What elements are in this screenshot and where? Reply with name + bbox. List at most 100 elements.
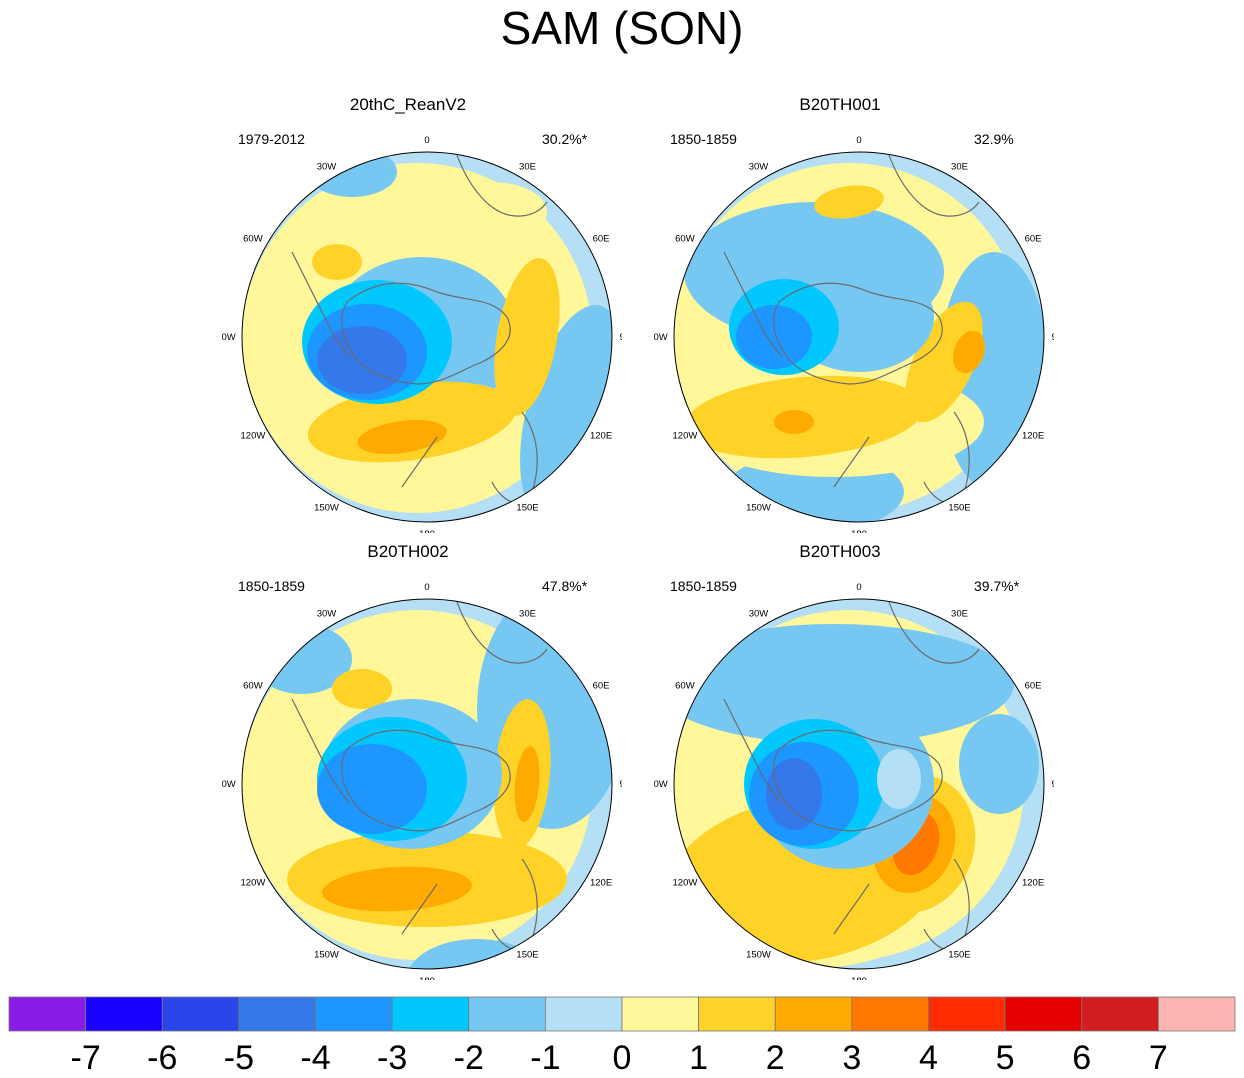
longitude-label: 90W [654,779,668,790]
colorbar-swatch [391,996,470,1032]
longitude-label: 60W [243,234,263,245]
longitude-label: 120W [241,431,266,442]
colorbar: -7 -6 -5 -4 -3 -2 -1 0 1 2 3 4 5 6 7 [8,996,1236,1077]
coastline [401,436,438,488]
polar-map: 0 30E 60E 90E 120E 150E 180 150W 120W 90W 60W 30W [654,135,1054,533]
contour-m4 [766,758,822,830]
contour-p2 [494,258,560,416]
panel-title: 20thC_ReanV2 [349,95,467,114]
longitude-label: 90W [654,332,668,343]
colorbar-swatch [774,996,853,1032]
coastline [401,883,438,935]
colorbar-swatch [8,996,87,1032]
coastline [451,152,548,217]
longitude-label: 150E [948,503,970,514]
longitude-label: 150W [314,950,339,961]
colorbar-swatch [698,996,776,1032]
longitude-label: 120E [1022,878,1044,889]
contour-m1 [964,934,1024,969]
longitude-label: 180 [851,976,867,980]
longitude-label: 150W [746,950,771,961]
coastlines [291,599,548,951]
figure-title: SAM (SON) [500,2,744,54]
coastline [883,152,980,217]
longitude-label: 60E [1025,681,1042,692]
polar-map: 0 30E 60E 90E 120E 150E 180 150W 120W 90W 60W 30W [654,582,1054,980]
contour-field [242,599,612,969]
map-boundary [241,598,613,970]
panel-b20th003: B20TH003 1850-1859 39.7%* 0 30E 60E 90E 120E… [654,542,1074,982]
colorbar-label: 2 [766,1039,785,1077]
colorbar-swatch [468,996,546,1032]
coastline [723,251,783,358]
contour-m4 [317,326,407,394]
colorbar-swatch [928,996,1006,1032]
longitude-label: 60W [675,681,695,692]
contour-p2 [905,301,983,423]
colorbar-label: 6 [1072,1039,1091,1077]
coastline [772,282,943,385]
panel-years: 1850-1859 [238,578,305,594]
panel-title: B20TH001 [799,95,881,114]
longitude-label: 0 [424,582,429,593]
panel-variance: 32.9% [974,131,1014,147]
longitude-label: 60E [1025,234,1042,245]
panel-years: 1979-2012 [238,131,305,147]
contour-p2 [312,244,362,280]
panel-title: B20TH003 [799,542,881,561]
longitude-label: 150E [948,950,970,961]
longitude-label: 0 [856,135,861,146]
longitude-label: 0 [424,135,429,146]
colorbar-label: 0 [613,1039,632,1077]
contour-p2 [332,669,392,709]
longitude-label: 60W [675,234,695,245]
contour-p2 [814,185,884,219]
contour-p3 [357,419,447,455]
longitude-label: 30W [317,161,337,172]
polar-map: 0 30E 60E 90E 120E 150E 180 150W 120W 90W 60W 30W [222,582,622,980]
longitude-label: 30W [749,161,769,172]
longitude-label: 180 [419,529,435,533]
panel-years: 1850-1859 [670,131,737,147]
contour-m3 [736,305,812,369]
coastline [833,883,870,935]
longitude-label: 90E [1052,332,1054,343]
longitude-label: 120W [673,878,698,889]
longitude-label: 0 [856,582,861,593]
contour-field [242,152,612,522]
colorbar-label: -7 [71,1039,101,1077]
longitude-label: 120W [673,431,698,442]
colorbar-label: -6 [147,1039,177,1077]
longitude-label: 30E [951,161,968,172]
colorbar-swatch [621,996,700,1032]
panel-variance: 30.2%* [542,131,588,147]
longitude-label: 90E [1052,779,1054,790]
contour-field [674,152,1044,522]
colorbar-label: -5 [224,1039,254,1077]
colorbar-swatch [1157,996,1236,1032]
longitude-label: 30W [317,608,337,619]
colorbar-label: -4 [300,1039,330,1077]
contour-p3 [953,330,985,374]
longitude-label: 150E [516,950,538,961]
coastline [723,698,783,805]
longitude-label: 150E [516,503,538,514]
longitude-label: 150W [314,503,339,514]
coastline [291,251,351,358]
longitude-label: 180 [851,529,867,533]
longitude-label: 150W [746,503,771,514]
colorbar-label: -1 [530,1039,560,1077]
map-boundary [673,598,1045,970]
coastline [340,282,511,385]
coastline [833,436,870,488]
panel-years: 1850-1859 [670,578,737,594]
colorbar-swatch [1081,996,1159,1032]
colorbar-label: 4 [919,1039,938,1077]
colorbar-swatch [544,996,623,1032]
contour-p3 [514,746,540,822]
coastline [340,729,511,832]
contour-p3 [322,866,472,912]
longitude-label: 120E [590,878,612,889]
panel-20thc-reanv2: 20thC_ReanV2 1979-2012 30.2%* 0 30E 60E 90E… [222,95,642,535]
panel-variance: 39.7%* [974,578,1020,594]
